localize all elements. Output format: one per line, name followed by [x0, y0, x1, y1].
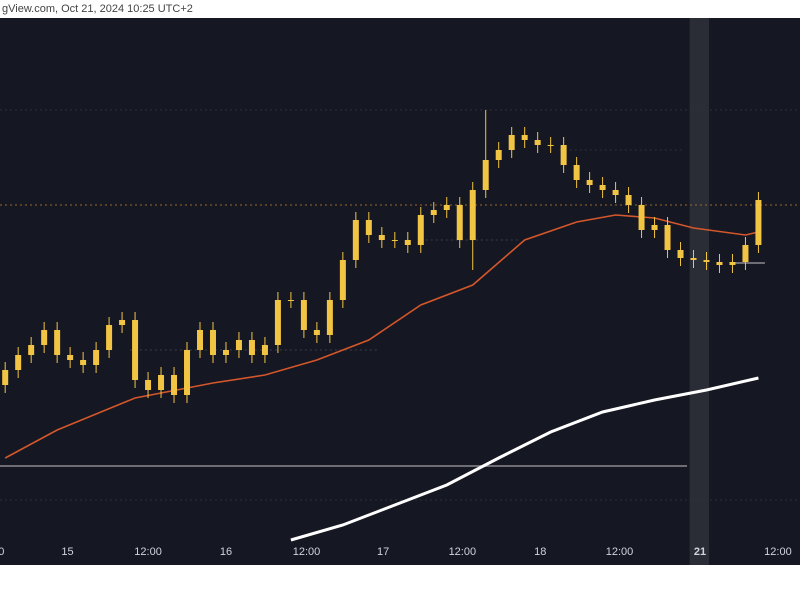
header-strip: [0, 0, 800, 18]
candle-body: [625, 195, 632, 205]
candle-body: [430, 210, 437, 215]
candle-body: [469, 190, 476, 240]
candle-body: [495, 150, 502, 160]
x-tick-label: 21: [694, 546, 706, 558]
candle-body: [365, 220, 372, 235]
candle-body: [482, 160, 489, 190]
candle-body: [197, 330, 203, 350]
candle-body: [80, 360, 87, 365]
candle-body: [106, 325, 113, 350]
candle-body: [404, 240, 411, 245]
candle-body: [573, 165, 580, 180]
candle-body: [119, 320, 126, 325]
x-tick-label: 12:00: [134, 546, 162, 558]
candle-body: [171, 375, 178, 395]
candle-body: [560, 145, 567, 165]
x-tick-label: 16: [220, 546, 232, 558]
candle-body: [521, 135, 528, 140]
candle-body: [755, 200, 762, 245]
candle-body: [638, 205, 645, 230]
candle-body: [612, 190, 619, 195]
candle-body: [599, 185, 606, 190]
session-highlight: [689, 18, 710, 565]
x-tick-label: 17: [377, 546, 389, 558]
candle-body: [534, 140, 541, 145]
candle-body: [313, 330, 320, 335]
candle-body: [145, 380, 152, 390]
candle-body: [132, 320, 139, 380]
candle-body: [287, 300, 294, 301]
candle-body: [456, 205, 463, 240]
candle-body: [209, 330, 216, 355]
x-tick-label: 15: [61, 546, 73, 558]
x-tick-label: 12:00: [606, 546, 634, 558]
candle-body: [651, 225, 658, 230]
candle-body: [67, 355, 74, 360]
candle-body: [508, 135, 515, 150]
candle-body: [248, 340, 255, 355]
candle-body: [326, 300, 333, 335]
x-tick-label: 12:00: [449, 546, 477, 558]
x-tick-label: 12:00: [293, 546, 321, 558]
candle-body: [352, 220, 359, 260]
candle-body: [378, 235, 385, 240]
candle-body: [54, 330, 61, 355]
candle-body: [158, 375, 165, 390]
x-tick-label: 0: [0, 546, 4, 558]
candle-body: [547, 145, 554, 146]
chart-title: gView.com, Oct 21, 2024 10:25 UTC+2: [2, 3, 193, 15]
candle-body: [716, 262, 723, 265]
candle-body: [28, 345, 35, 355]
plot: 0 15 12:00 16 12:00 17 12:00 18 12:00 21 12:00: [0, 18, 800, 565]
candle-body: [2, 370, 9, 385]
candle-body: [677, 250, 684, 258]
moving-average-line: [290, 376, 759, 542]
candle-body: [391, 240, 398, 241]
plot-background: [0, 18, 800, 565]
candle-body: [417, 215, 424, 245]
candle-body: [15, 355, 22, 370]
candle-body: [261, 345, 268, 355]
candle-body: [339, 260, 346, 300]
candle-body: [443, 205, 450, 210]
candle-body: [222, 350, 229, 355]
candle-body: [742, 245, 749, 262]
candle-body: [703, 260, 710, 262]
candle-body: [690, 258, 697, 260]
candle-body: [41, 330, 48, 345]
candle-body: [235, 340, 242, 350]
candle-body: [274, 300, 281, 345]
x-tick-label: 12:00: [764, 546, 792, 558]
candle-body: [184, 350, 191, 395]
candle-body: [300, 300, 307, 330]
candle-body: [586, 180, 593, 185]
candle-body: [93, 350, 100, 365]
candle-body: [664, 225, 671, 250]
x-tick-label: 18: [534, 546, 546, 558]
candle-body: [729, 262, 736, 265]
